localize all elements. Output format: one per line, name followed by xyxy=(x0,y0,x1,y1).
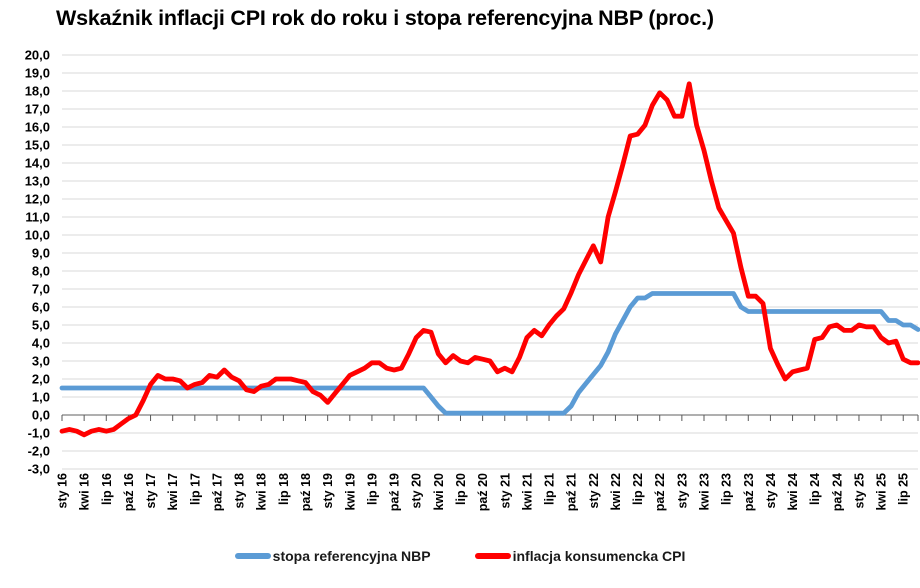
series-line-cpi xyxy=(59,81,920,438)
y-axis-label: 13,0 xyxy=(25,174,50,189)
chart-legend: stopa referencyjna NBP inflacja konsumen… xyxy=(0,548,920,564)
y-axis-label: 6,0 xyxy=(32,300,50,315)
y-axis-label: 18,0 xyxy=(25,84,50,99)
y-axis-label: 9,0 xyxy=(32,246,50,261)
cpi-nbp-line-chart: 20,0 19,0 18,0 17,0 16,0 15,0 14,0 13,0 12,0 11,0… xyxy=(25,48,920,511)
x-axis-label: kwi 16 xyxy=(78,473,92,511)
x-axis-label: lip 20 xyxy=(454,473,468,505)
x-axis-label: kwi 19 xyxy=(343,473,357,511)
y-axis-label: -1,0 xyxy=(28,426,50,441)
y-axis-label: 14,0 xyxy=(25,156,50,171)
x-axis-label: sty 23 xyxy=(675,473,689,508)
x-axis-label: paź 22 xyxy=(653,473,667,511)
y-axis-label: 11,0 xyxy=(25,210,50,225)
cpi-line-swatch-icon xyxy=(474,553,511,559)
y-axis-label: 16,0 xyxy=(25,120,50,135)
x-axis-label: paź 20 xyxy=(476,473,490,511)
series-line-nbp xyxy=(59,291,920,416)
y-axis-label: 0,0 xyxy=(32,408,50,423)
x-axis-label: lip 16 xyxy=(100,473,114,505)
x-axis-label: sty 21 xyxy=(498,473,512,508)
x-axis-label: sty 19 xyxy=(321,473,335,508)
x-axis-label: sty 17 xyxy=(144,473,158,508)
legend-item-nbp: stopa referencyjna NBP xyxy=(234,548,431,564)
x-axis-label: kwi 21 xyxy=(520,473,534,511)
x-axis-label: sty 22 xyxy=(587,473,601,508)
x-axis-label: sty 16 xyxy=(56,473,70,508)
x-axis-label: sty 20 xyxy=(410,473,424,508)
legend-label-cpi: inflacja konsumencka CPI xyxy=(512,548,686,564)
legend-label-nbp: stopa referencyjna NBP xyxy=(272,548,431,564)
y-axis-label: 7,0 xyxy=(32,282,50,297)
y-axis-label: 1,0 xyxy=(32,390,50,405)
y-axis-label: 2,0 xyxy=(32,372,50,387)
x-axis-label: kwi 25 xyxy=(875,473,889,511)
x-axis-label: sty 24 xyxy=(764,473,778,508)
x-axis-label: paź 23 xyxy=(742,473,756,511)
x-axis-label: lip 23 xyxy=(720,473,734,505)
x-axis-label: kwi 24 xyxy=(786,473,800,511)
x-axis-label: paź 18 xyxy=(299,473,313,511)
y-axis-label: 19,0 xyxy=(25,66,50,81)
x-axis-label: sty 18 xyxy=(233,473,247,508)
y-axis-label: 12,0 xyxy=(25,192,50,207)
x-axis-label: paź 16 xyxy=(122,473,136,511)
y-axis-label: 17,0 xyxy=(25,102,50,117)
x-axis-label: paź 21 xyxy=(565,473,579,511)
x-axis-label: lip 19 xyxy=(365,473,379,505)
x-axis-label: lip 17 xyxy=(188,473,202,505)
y-axis-label: -3,0 xyxy=(28,462,50,477)
x-axis-label: paź 17 xyxy=(210,473,224,511)
y-axis-label: 3,0 xyxy=(32,354,50,369)
y-axis-label: 5,0 xyxy=(32,318,50,333)
x-axis-label: paź 19 xyxy=(388,473,402,511)
y-axis-label: 15,0 xyxy=(25,138,50,153)
y-axis-label: 20,0 xyxy=(25,48,50,63)
x-axis-label: lip 18 xyxy=(277,473,291,505)
y-axis-label: 8,0 xyxy=(32,264,50,279)
x-axis-label: sty 25 xyxy=(852,473,866,508)
y-axis-label: -2,0 xyxy=(28,444,50,459)
y-axis-label: 10,0 xyxy=(25,228,50,243)
x-axis-label: kwi 22 xyxy=(609,473,623,511)
x-axis-label: lip 22 xyxy=(631,473,645,505)
x-axis-label: paź 24 xyxy=(830,473,844,511)
x-axis-label: kwi 20 xyxy=(432,473,446,511)
x-axis-label: kwi 23 xyxy=(698,473,712,511)
y-axis-label: 4,0 xyxy=(32,336,50,351)
x-axis-label: lip 24 xyxy=(808,473,822,505)
legend-item-cpi: inflacja konsumencka CPI xyxy=(474,548,686,564)
nbp-line-swatch-icon xyxy=(234,553,271,559)
chart-title: Wskaźnik inflacji CPI rok do roku i stop… xyxy=(56,6,714,30)
x-axis-label: lip 25 xyxy=(897,473,911,505)
x-axis-label: kwi 17 xyxy=(166,473,180,511)
x-axis-label: lip 21 xyxy=(543,473,557,505)
x-axis-label: kwi 18 xyxy=(255,473,269,511)
